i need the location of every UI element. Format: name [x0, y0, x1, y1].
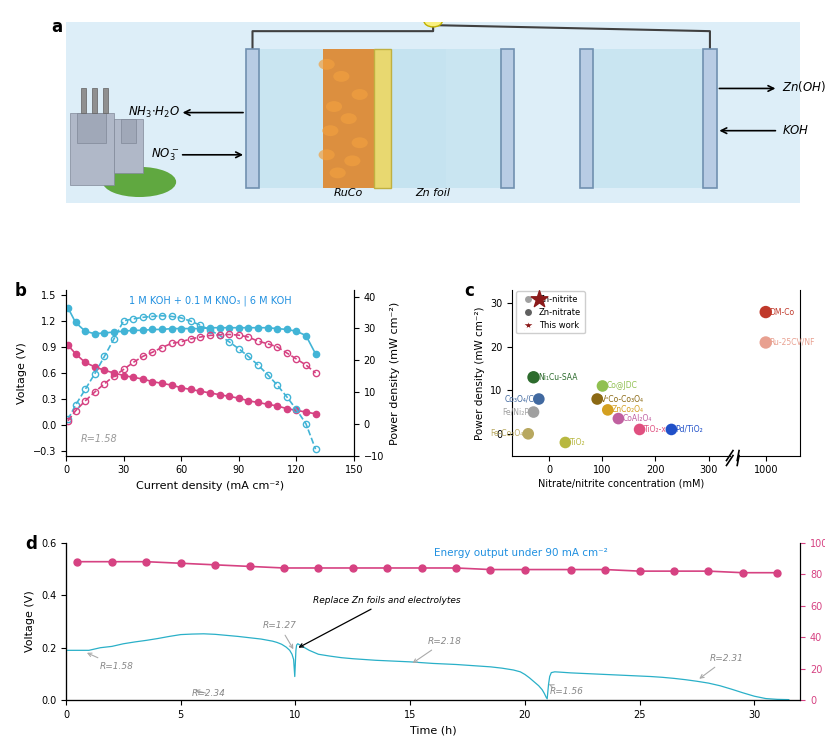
Text: R=2.34: R=2.34	[191, 689, 225, 698]
Text: DM-Co: DM-Co	[769, 307, 794, 317]
Text: Fe-Co₃O₄: Fe-Co₃O₄	[491, 429, 524, 439]
Bar	[580, 49, 593, 188]
Bar	[375, 49, 390, 188]
Ellipse shape	[326, 101, 342, 112]
Text: R=2.31: R=2.31	[700, 654, 744, 678]
Bar	[390, 49, 501, 188]
Point	[532, 393, 545, 405]
Point	[759, 337, 772, 349]
Text: VᶛCo-Co₃O₄: VᶛCo-Co₃O₄	[601, 394, 644, 404]
Point	[532, 293, 545, 305]
Text: Pd/TiO₂: Pd/TiO₂	[676, 425, 704, 434]
Point	[633, 424, 646, 436]
Text: Co@JDC: Co@JDC	[606, 382, 638, 391]
Text: a: a	[51, 18, 63, 37]
X-axis label: Time (h): Time (h)	[410, 725, 456, 736]
Text: ZnCo₂O₄: ZnCo₂O₄	[612, 405, 644, 414]
Ellipse shape	[323, 125, 338, 136]
Point	[596, 380, 609, 392]
Text: 1 M KOH + 0.1 M KNO₃ | 6 M KOH: 1 M KOH + 0.1 M KNO₃ | 6 M KOH	[129, 296, 291, 306]
Text: Zn foil: Zn foil	[416, 188, 450, 198]
Point	[591, 393, 604, 405]
Text: $Zn(OH)_4^{2-}$: $Zn(OH)_4^{2-}$	[782, 78, 825, 99]
Point	[527, 371, 540, 383]
X-axis label: Current density (mA cm⁻²): Current density (mA cm⁻²)	[136, 481, 284, 491]
Text: R=1.56: R=1.56	[549, 685, 583, 696]
Y-axis label: Power density (mW cm⁻²): Power density (mW cm⁻²)	[474, 306, 484, 440]
Bar	[501, 49, 514, 188]
Point	[665, 424, 678, 436]
Point	[527, 406, 540, 418]
Text: R=1.58: R=1.58	[88, 653, 134, 671]
Text: Ru-25CV/NF: Ru-25CV/NF	[769, 338, 815, 347]
Point	[559, 436, 572, 448]
Point	[759, 306, 772, 318]
Text: TiO₂-x: TiO₂-x	[644, 425, 667, 434]
Bar	[77, 113, 106, 143]
Bar	[81, 88, 86, 113]
Text: c: c	[464, 282, 474, 300]
Bar	[323, 49, 375, 188]
X-axis label: Nitrate/nitrite concentration (mM): Nitrate/nitrite concentration (mM)	[538, 478, 705, 488]
Text: $NO_3^-$: $NO_3^-$	[151, 147, 180, 163]
Ellipse shape	[351, 89, 368, 100]
Text: $NH_3{\cdot}H_2O$: $NH_3{\cdot}H_2O$	[128, 105, 180, 120]
FancyBboxPatch shape	[66, 22, 800, 203]
Text: R=1.27: R=1.27	[262, 621, 296, 648]
Text: b: b	[14, 282, 26, 300]
Bar	[246, 49, 259, 188]
Text: Fe/Ni₂P: Fe/Ni₂P	[502, 408, 530, 416]
Text: Energy output under 90 mA cm⁻²: Energy output under 90 mA cm⁻²	[434, 548, 608, 557]
Text: Co₃O₄/C: Co₃O₄/C	[505, 394, 535, 404]
Ellipse shape	[351, 137, 368, 148]
Bar	[92, 88, 97, 113]
Ellipse shape	[424, 15, 442, 27]
Ellipse shape	[330, 167, 346, 178]
Point	[521, 428, 535, 440]
Ellipse shape	[333, 71, 350, 82]
Bar	[103, 88, 108, 113]
Text: Ni₁Cu-SAA: Ni₁Cu-SAA	[538, 373, 577, 382]
Ellipse shape	[318, 59, 335, 70]
Text: R=1.58: R=1.58	[80, 434, 117, 444]
Text: TiO₂: TiO₂	[569, 438, 585, 447]
Bar	[593, 49, 704, 188]
Ellipse shape	[344, 156, 361, 167]
Text: d: d	[26, 535, 37, 553]
Text: Replace Zn foils and electrolytes: Replace Zn foils and electrolytes	[299, 596, 461, 647]
Y-axis label: Voltage (V): Voltage (V)	[26, 590, 35, 652]
Ellipse shape	[103, 167, 177, 197]
Point	[601, 404, 615, 416]
Text: CoAl₂O₄: CoAl₂O₄	[623, 414, 652, 423]
Text: $KOH$: $KOH$	[782, 124, 809, 137]
Y-axis label: Voltage (V): Voltage (V)	[17, 342, 27, 404]
Point	[612, 413, 625, 425]
Bar	[114, 119, 143, 173]
Legend: Zn-nitrite, Zn-nitrate, This work: Zn-nitrite, Zn-nitrate, This work	[516, 291, 585, 333]
Ellipse shape	[341, 113, 356, 124]
Text: R=2.18: R=2.18	[413, 637, 461, 663]
Bar	[704, 49, 717, 188]
Bar	[259, 49, 446, 188]
Y-axis label: Power density (mW cm⁻²): Power density (mW cm⁻²)	[389, 301, 399, 444]
Text: RuCo: RuCo	[334, 188, 363, 198]
Bar	[121, 119, 136, 143]
Ellipse shape	[318, 150, 335, 160]
Bar	[69, 113, 114, 185]
